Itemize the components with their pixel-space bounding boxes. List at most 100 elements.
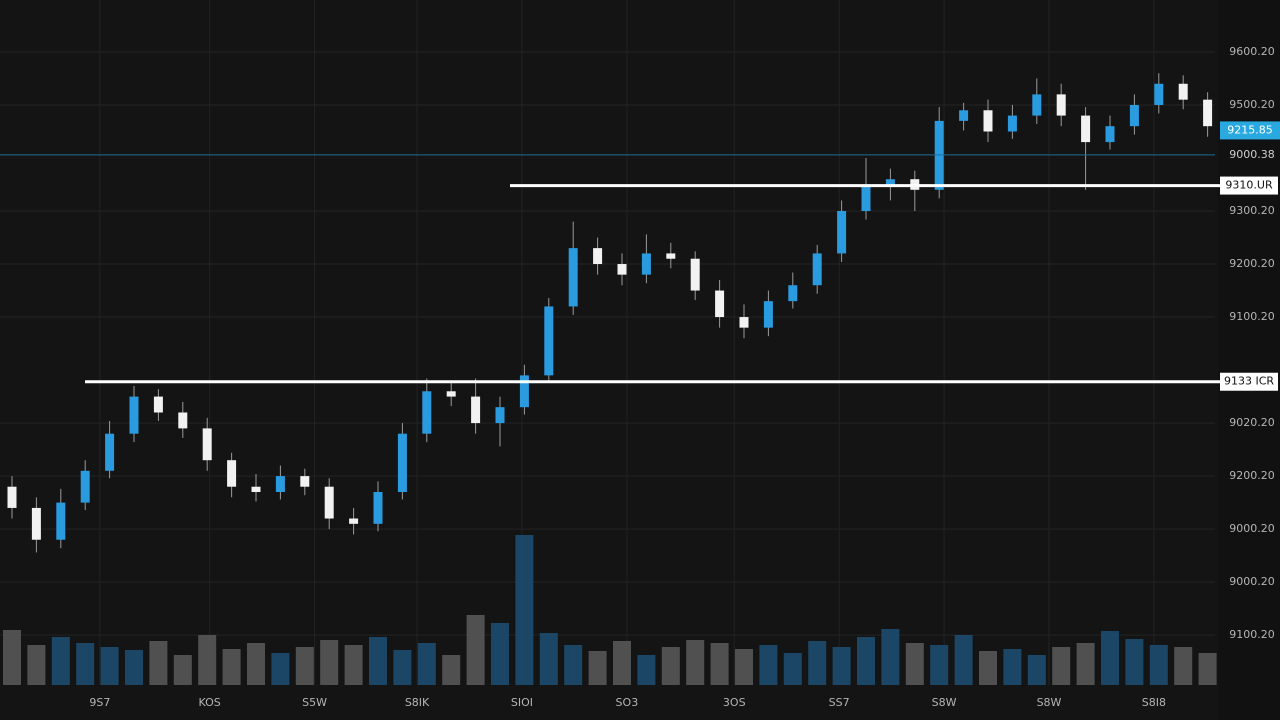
x-tick-label: S8W: [932, 696, 957, 709]
candle-body: [1203, 99, 1213, 127]
volume-pane: [3, 535, 1217, 685]
volume-bar: [222, 649, 241, 685]
candle-body: [446, 391, 456, 397]
candle-body: [373, 492, 383, 524]
volume-bar: [125, 650, 143, 685]
volume-bar: [1198, 653, 1217, 685]
last-price-tag: [1220, 121, 1280, 140]
volume-bar: [76, 643, 95, 685]
candle-body: [300, 476, 310, 487]
x-tick-label: S5W: [302, 696, 327, 709]
volume-bar: [759, 645, 778, 685]
candle-body: [641, 253, 651, 275]
candle-body: [1178, 83, 1188, 100]
level-tag: [1220, 372, 1278, 391]
candle-body: [80, 470, 90, 503]
volume-bar: [1003, 649, 1022, 685]
level-label: 9310.UR: [1225, 179, 1273, 192]
volume-bar: [515, 535, 534, 685]
volume-bar: [344, 645, 363, 685]
x-tick-label: S8W: [1037, 696, 1062, 709]
volume-bar: [1052, 647, 1071, 685]
candle-body: [7, 486, 17, 508]
volume-bar: [491, 623, 509, 685]
volume-bar: [295, 647, 314, 685]
volume-bar: [564, 645, 583, 685]
x-tick-label: 9S7: [89, 696, 110, 709]
volume-bar: [1125, 639, 1144, 685]
candle-body: [251, 486, 261, 493]
candle-body: [666, 253, 676, 259]
candle-body: [1105, 126, 1115, 143]
y-tick-label: 9600.20: [1229, 45, 1275, 58]
volume-bar: [271, 653, 290, 685]
volume-bar: [466, 615, 485, 685]
level-label: 9000.38: [1229, 148, 1275, 161]
y-tick-label: 9000.20: [1229, 522, 1275, 535]
candle-body: [690, 258, 700, 291]
volume-bar: [417, 643, 436, 685]
volume-bar: [27, 645, 46, 685]
last-price-label: 9215.85: [1227, 123, 1273, 136]
volume-bar: [979, 651, 997, 685]
candles: [7, 73, 1213, 553]
candle-body: [153, 396, 163, 413]
candle-body: [959, 110, 969, 121]
candle-body: [227, 460, 237, 487]
level-tag: [1220, 176, 1278, 195]
grid: [0, 0, 1215, 685]
candle-body: [788, 285, 798, 302]
volume-bar: [905, 643, 924, 685]
candle-body: [105, 433, 115, 471]
x-tick-label: SS7: [829, 696, 850, 709]
volume-bar: [198, 635, 217, 685]
volume-bar: [1076, 643, 1095, 685]
volume-bar: [686, 640, 705, 685]
candle-body: [1056, 94, 1066, 116]
candle-body: [1081, 115, 1091, 143]
volume-bar: [173, 655, 192, 685]
candle-body: [324, 486, 334, 519]
x-tick-label: SO3: [616, 696, 639, 709]
volume-bar: [1174, 647, 1193, 685]
volume-bar: [954, 635, 973, 685]
candle-body: [544, 306, 554, 376]
candle-body: [129, 396, 139, 434]
y-tick-label: 9100.20: [1229, 310, 1275, 323]
volume-bar: [320, 640, 339, 685]
y-tick-label: 9020.20: [1229, 416, 1275, 429]
volume-bar: [442, 655, 461, 685]
volume-bar: [1027, 655, 1046, 685]
volume-bar: [51, 637, 70, 685]
candle-body: [349, 518, 359, 524]
level-label: 9133 ICR: [1224, 375, 1274, 388]
candle-body: [471, 396, 481, 424]
candle-body: [1032, 94, 1042, 116]
x-tick-label: S8I8: [1142, 696, 1166, 709]
volume-bar: [539, 633, 558, 685]
candle-body: [1129, 104, 1139, 127]
axis-labels: 9600.20 9500.20 9300.20 9200.20 9100.20 9020.…: [89, 45, 1274, 709]
candle-body: [983, 110, 993, 132]
volume-bar: [735, 649, 753, 685]
candle-body: [422, 391, 432, 434]
volume-bar: [661, 647, 680, 685]
volume-bar: [3, 630, 21, 685]
y-tick-label: 9500.20: [1229, 98, 1275, 111]
candle-body: [715, 290, 725, 318]
volume-bar: [100, 647, 119, 685]
y-tick-label: 9000.20: [1229, 575, 1275, 588]
candle-body: [617, 264, 627, 275]
price-axis: [1218, 0, 1280, 720]
volume-bar: [369, 637, 387, 685]
volume-bar: [1149, 645, 1168, 685]
candle-body: [519, 375, 529, 408]
x-tick-label: KOS: [199, 696, 221, 709]
candle-body: [202, 428, 212, 461]
x-tick-label: S8IK: [405, 696, 430, 709]
volume-bar: [881, 629, 900, 685]
candle-body: [934, 120, 944, 190]
volume-bar: [710, 643, 729, 685]
